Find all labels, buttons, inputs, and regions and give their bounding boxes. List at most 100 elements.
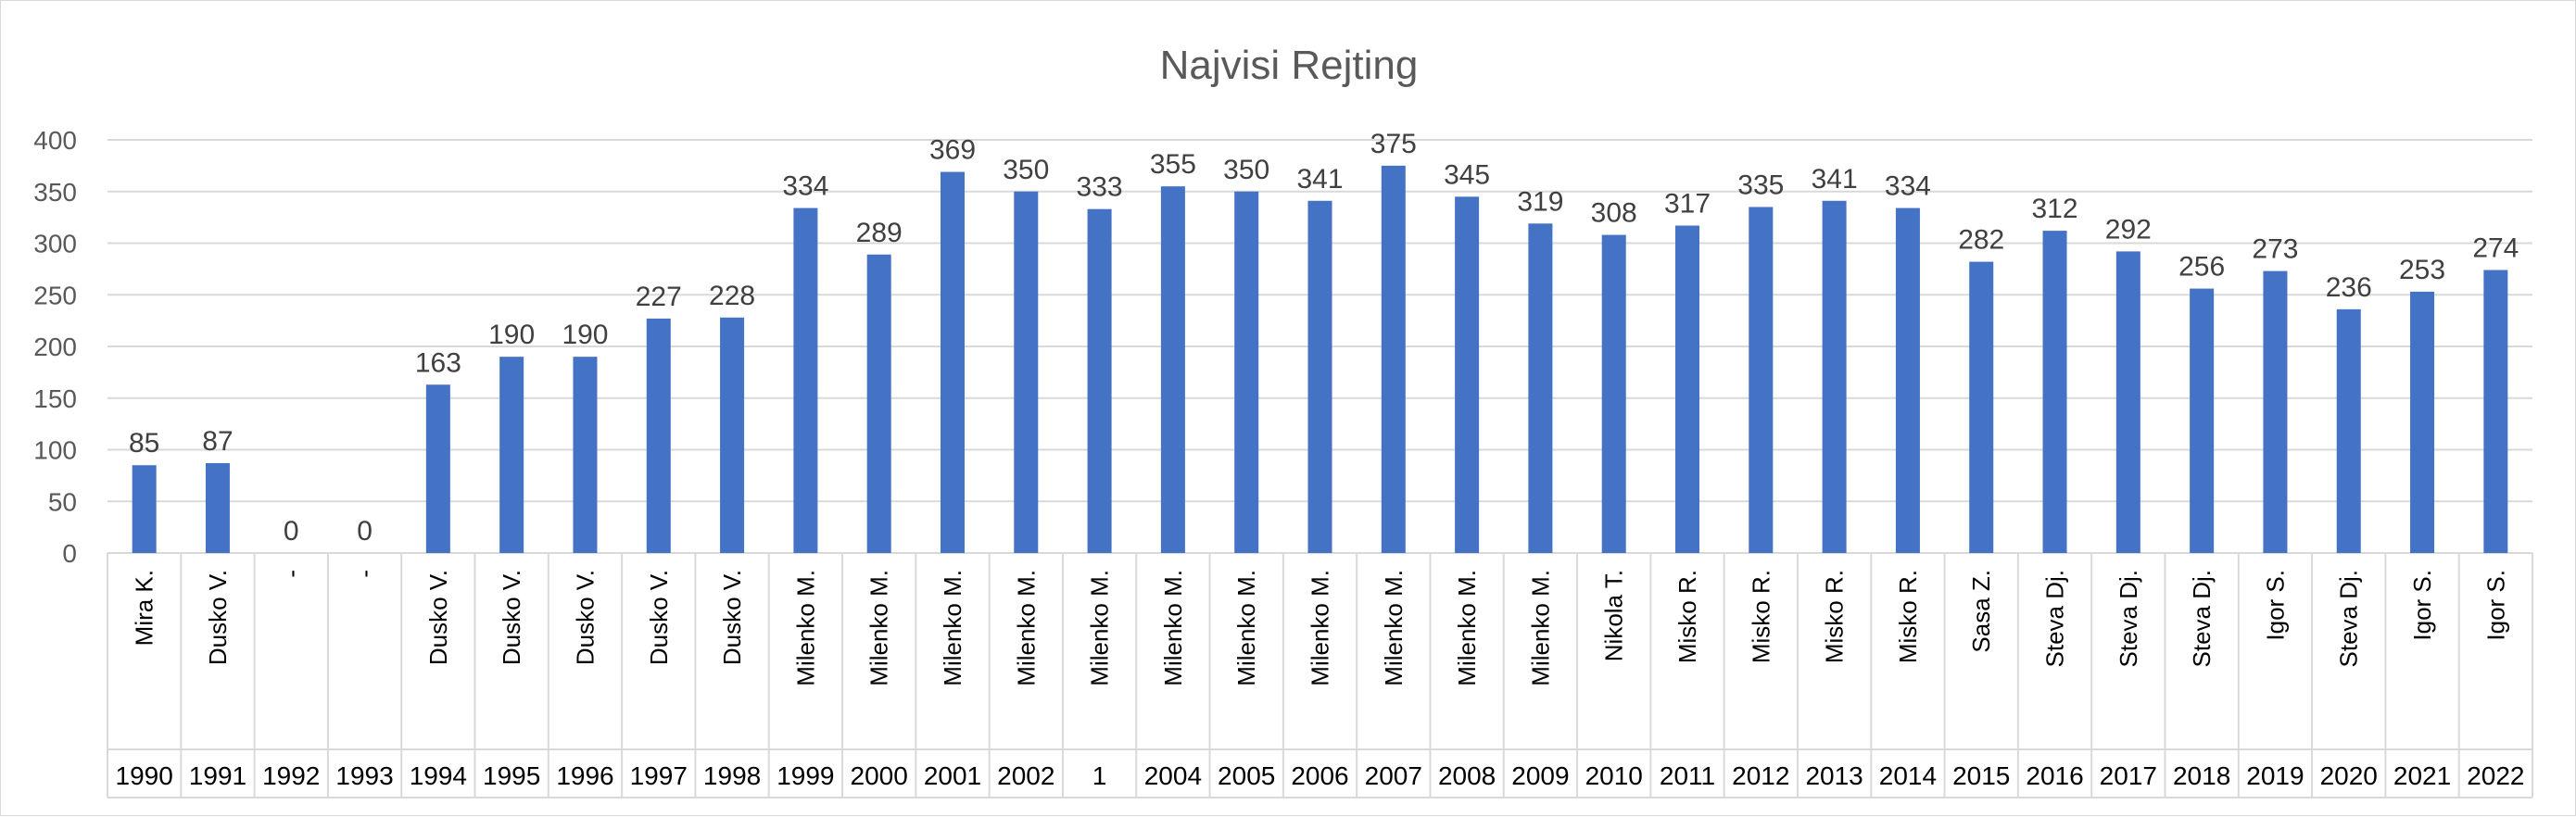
category-year: 2021: [2393, 761, 2451, 790]
category-name: Milenko M.: [1086, 570, 1114, 686]
category-name: Milenko M.: [1012, 570, 1040, 686]
data-label: 289: [856, 218, 903, 248]
category-name: Misko R.: [1747, 570, 1774, 663]
data-label: 0: [357, 516, 373, 547]
data-label: 274: [2472, 233, 2519, 263]
category-name: Misko R.: [1894, 570, 1922, 663]
bar: [1455, 196, 1480, 553]
bar: [1895, 207, 1920, 553]
category-year: 1990: [116, 761, 173, 790]
category-name: Igor S.: [2408, 570, 2436, 641]
category-year: 1997: [630, 761, 688, 790]
bar: [205, 462, 230, 553]
category-year: 1: [1092, 761, 1107, 790]
bar: [1014, 191, 1039, 553]
x-axis-categories: Mira K. 1990 Dusko V. 1991 - 1992 - 1993 Dusko V…: [107, 553, 2533, 798]
category-year: 2018: [2173, 761, 2230, 790]
category-year: 2006: [1291, 761, 1348, 790]
data-label: 273: [2252, 234, 2298, 265]
category-year: 2011: [1660, 761, 1715, 790]
bar: [1822, 200, 1847, 553]
category-year: 2012: [1732, 761, 1789, 790]
y-tick-label: 150: [33, 384, 77, 413]
category-name: Milenko M.: [939, 570, 966, 686]
category-name: Steva Dj.: [2335, 570, 2363, 668]
data-label: 236: [2326, 272, 2372, 303]
bar: [1969, 261, 1994, 553]
category-year: 2017: [2100, 761, 2157, 790]
bar: [1528, 223, 1553, 553]
bar: [1160, 186, 1185, 554]
data-label: 335: [1737, 170, 1784, 200]
category-name: Dusko V.: [571, 570, 599, 665]
category-name: Milenko M.: [1159, 570, 1187, 686]
category-name: Igor S.: [2481, 570, 2509, 641]
bars: [132, 165, 2508, 554]
data-labels: 85 87 0 0 163 190 190 227 228 334 289 369 350 333 355 3…: [129, 129, 2519, 547]
bar: [1234, 191, 1259, 553]
category-name: Steva Dj.: [2115, 570, 2142, 668]
data-label: 312: [2031, 194, 2077, 224]
category-name: Sasa Z.: [1967, 570, 1995, 653]
data-label: 292: [2105, 214, 2152, 245]
y-tick-label: 300: [33, 230, 77, 258]
category-name: Dusko V.: [498, 570, 525, 665]
category-year: 2010: [1585, 761, 1643, 790]
category-name: Dusko V.: [204, 570, 232, 665]
category-name: Misko R.: [1821, 570, 1849, 663]
category-name: Steva Dj.: [2188, 570, 2216, 668]
bar: [720, 317, 745, 553]
bar: [2336, 308, 2361, 553]
bar: [573, 357, 598, 553]
data-label: 190: [562, 320, 608, 350]
category-year: 1993: [335, 761, 393, 790]
category-year: 2015: [1952, 761, 2010, 790]
data-label: 227: [636, 282, 682, 312]
category-year: 2002: [997, 761, 1054, 790]
data-label: 253: [2399, 255, 2445, 285]
category-year: 2016: [2026, 761, 2083, 790]
category-name: Milenko M.: [1380, 570, 1408, 686]
category-name: -: [277, 570, 305, 578]
category-name: Igor S.: [2261, 570, 2289, 641]
category-name: Misko R.: [1673, 570, 1701, 663]
category-name: Milenko M.: [1526, 570, 1554, 686]
category-name: -: [351, 570, 379, 578]
y-axis-ticks: 0 50 100 150 200 250 300 350 400: [33, 126, 77, 568]
data-label: 256: [2178, 252, 2225, 283]
bar: [132, 465, 157, 553]
category-year: 2008: [1438, 761, 1496, 790]
category-year: 2022: [2467, 761, 2524, 790]
bar: [425, 384, 450, 553]
bar: [499, 357, 524, 553]
category-name: Dusko V.: [718, 570, 746, 665]
category-year: 1992: [262, 761, 320, 790]
data-label: 282: [1958, 225, 2004, 256]
category-name: Steva Dj.: [2041, 570, 2069, 668]
category-year: 2020: [2320, 761, 2378, 790]
data-label: 369: [929, 135, 976, 166]
category-year: 1996: [556, 761, 613, 790]
data-label: 355: [1150, 149, 1196, 180]
category-year: 2013: [1805, 761, 1863, 790]
category-year: 1994: [410, 761, 467, 790]
bar: [2483, 270, 2508, 553]
category-name: Milenko M.: [865, 570, 893, 686]
category-name: Milenko M.: [1232, 570, 1260, 686]
category-year: 1998: [703, 761, 761, 790]
bar: [2115, 251, 2140, 553]
category-name: Nikola T.: [1600, 570, 1628, 661]
bar: [1601, 234, 1626, 553]
data-label: 350: [1003, 155, 1049, 185]
bar: [646, 318, 671, 553]
y-tick-label: 200: [33, 333, 77, 361]
category-year: 1991: [189, 761, 246, 790]
bar: [1675, 225, 1700, 554]
y-tick-label: 250: [33, 281, 77, 309]
y-tick-label: 50: [48, 487, 77, 516]
chart-title: Najvisi Rejting: [1160, 43, 1419, 88]
category-year: 2019: [2246, 761, 2304, 790]
bar: [1749, 207, 1774, 553]
